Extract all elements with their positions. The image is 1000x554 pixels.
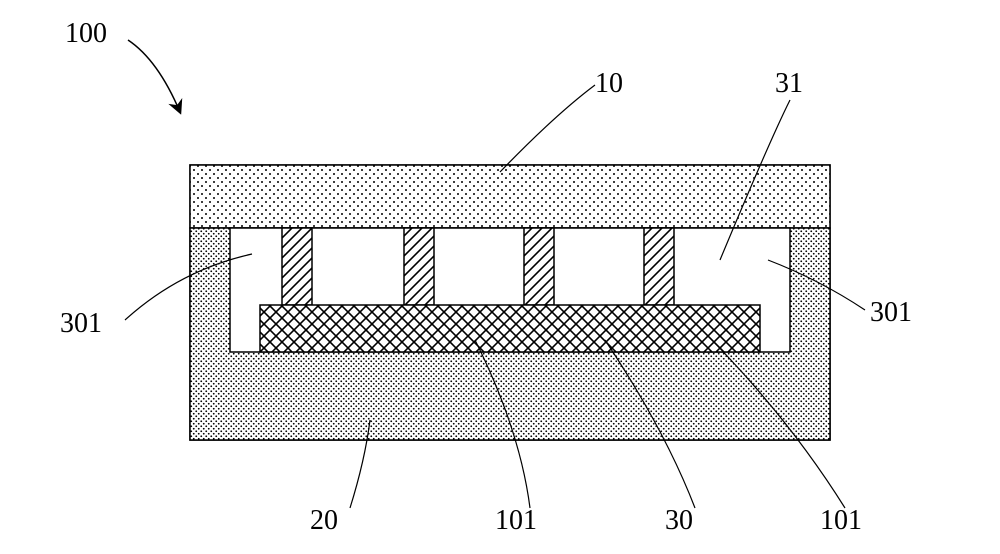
label-chip-right: 101 (820, 505, 862, 537)
leader-10 (500, 85, 595, 172)
label-top-layer: 10 (595, 68, 623, 100)
support-1 (282, 228, 312, 305)
layer-top (190, 165, 830, 228)
label-middle: 30 (665, 505, 693, 537)
support-2 (404, 228, 434, 305)
support-3 (524, 228, 554, 305)
support-4 (644, 228, 674, 305)
label-cavity: 31 (775, 68, 803, 100)
label-right-end: 301 (870, 297, 912, 329)
leader-assembly-arrow (128, 40, 180, 112)
label-chip-left: 101 (495, 505, 537, 537)
chip-element (260, 305, 760, 352)
label-left-end: 301 (60, 308, 102, 340)
diagram-svg (0, 0, 1000, 554)
label-substrate: 20 (310, 505, 338, 537)
label-assembly: 100 (65, 18, 107, 50)
